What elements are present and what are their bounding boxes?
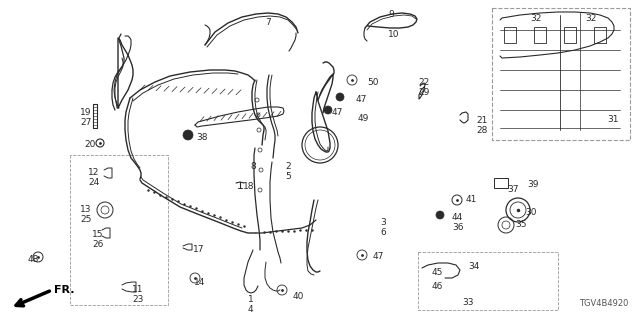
Text: 24: 24 bbox=[88, 178, 99, 187]
Text: 23: 23 bbox=[132, 295, 143, 304]
Text: 32: 32 bbox=[530, 14, 541, 23]
Text: 41: 41 bbox=[466, 195, 477, 204]
Text: 47: 47 bbox=[373, 252, 385, 261]
Text: 39: 39 bbox=[527, 180, 538, 189]
Text: 22: 22 bbox=[418, 78, 429, 87]
Bar bbox=[564, 27, 576, 43]
Text: 50: 50 bbox=[367, 78, 378, 87]
Text: 14: 14 bbox=[194, 278, 205, 287]
Text: 7: 7 bbox=[265, 18, 271, 27]
Text: 48: 48 bbox=[28, 255, 40, 264]
Text: 8: 8 bbox=[250, 162, 256, 171]
Text: 13: 13 bbox=[80, 205, 92, 214]
Text: 47: 47 bbox=[332, 108, 344, 117]
Text: 5: 5 bbox=[285, 172, 291, 181]
Text: 35: 35 bbox=[515, 220, 527, 229]
Text: 38: 38 bbox=[196, 133, 207, 142]
Circle shape bbox=[324, 106, 332, 114]
Text: 44: 44 bbox=[452, 213, 463, 222]
Circle shape bbox=[183, 130, 193, 140]
Text: 18: 18 bbox=[243, 182, 255, 191]
Text: TGV4B4920: TGV4B4920 bbox=[579, 299, 628, 308]
Text: FR.: FR. bbox=[54, 285, 74, 295]
Text: 19: 19 bbox=[80, 108, 92, 117]
Bar bbox=[494, 178, 508, 188]
Text: 33: 33 bbox=[462, 298, 474, 307]
Text: 30: 30 bbox=[525, 208, 536, 217]
Text: 31: 31 bbox=[607, 115, 618, 124]
Bar bbox=[594, 27, 606, 43]
Text: 17: 17 bbox=[193, 245, 205, 254]
Text: 3: 3 bbox=[380, 218, 386, 227]
Text: 26: 26 bbox=[92, 240, 104, 249]
Text: 20: 20 bbox=[84, 140, 95, 149]
Text: 46: 46 bbox=[432, 282, 444, 291]
Text: 37: 37 bbox=[507, 185, 518, 194]
Text: 29: 29 bbox=[418, 88, 429, 97]
Text: 1: 1 bbox=[248, 295, 253, 304]
Circle shape bbox=[436, 211, 444, 219]
Text: 6: 6 bbox=[380, 228, 386, 237]
Text: 4: 4 bbox=[248, 305, 253, 314]
Text: 45: 45 bbox=[432, 268, 444, 277]
Text: 36: 36 bbox=[452, 223, 463, 232]
Text: 10: 10 bbox=[388, 30, 399, 39]
Text: 28: 28 bbox=[476, 126, 488, 135]
Text: 11: 11 bbox=[132, 285, 143, 294]
Text: 40: 40 bbox=[293, 292, 305, 301]
Text: 25: 25 bbox=[80, 215, 92, 224]
Text: 9: 9 bbox=[388, 10, 394, 19]
Bar bbox=[534, 27, 546, 43]
Bar bbox=[504, 27, 516, 43]
Text: 12: 12 bbox=[88, 168, 99, 177]
Text: 15: 15 bbox=[92, 230, 104, 239]
Text: 2: 2 bbox=[285, 162, 291, 171]
Text: 32: 32 bbox=[585, 14, 596, 23]
Circle shape bbox=[336, 93, 344, 101]
Text: 21: 21 bbox=[476, 116, 488, 125]
Text: 49: 49 bbox=[358, 114, 369, 123]
Text: 34: 34 bbox=[468, 262, 479, 271]
Text: 27: 27 bbox=[80, 118, 92, 127]
Text: 47: 47 bbox=[356, 95, 367, 104]
